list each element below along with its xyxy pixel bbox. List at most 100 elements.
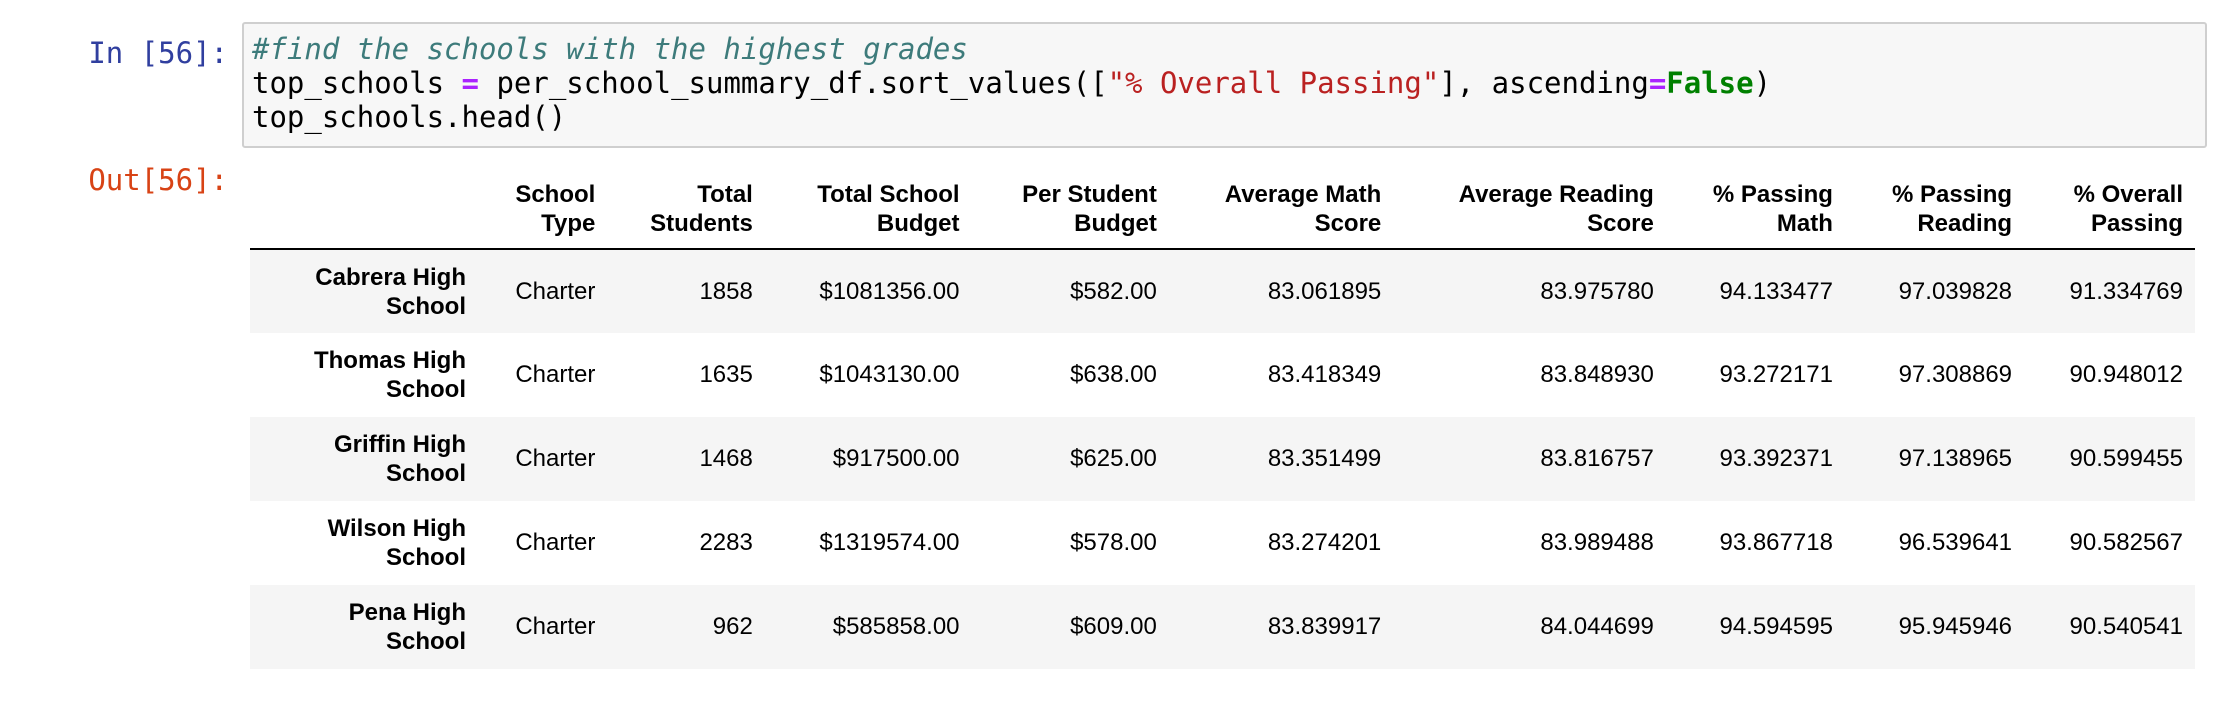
table-cell: 2283 xyxy=(699,529,753,556)
row-index-line2: School xyxy=(385,628,466,655)
column-header-line2: Budget xyxy=(876,210,960,237)
table-cell: 93.867718 xyxy=(1719,529,1833,556)
table-cell: 90.540541 xyxy=(2069,613,2183,640)
table-row: Pena High School Charter 962 $585858.00 $609.… xyxy=(250,585,2195,669)
column-header-line1: % Passing xyxy=(1712,181,1833,208)
column-header-line2: Reading xyxy=(1917,210,2013,237)
table-cell: 83.274201 xyxy=(1267,529,1382,556)
table-cell: 93.392371 xyxy=(1719,445,1833,472)
column-header-line2: Score xyxy=(1587,210,1654,237)
code-line-head: top_schools.head() xyxy=(252,100,567,134)
table-cell: $585858.00 xyxy=(832,613,960,640)
table-cell: $1043130.00 xyxy=(819,361,960,388)
table-cell: 95.945946 xyxy=(1898,613,2013,640)
table-cell: Charter xyxy=(515,361,596,388)
table-cell: $1319574.00 xyxy=(819,529,960,556)
table-cell: $625.00 xyxy=(1070,445,1157,472)
table-cell: 97.039828 xyxy=(1898,277,2013,305)
input-prompt: In [56]: xyxy=(88,36,228,70)
table-cell: Charter xyxy=(515,445,596,472)
row-index-line1: Pena High xyxy=(348,599,466,626)
column-header-line2: Type xyxy=(541,210,596,237)
column-header-line1: Total xyxy=(697,181,753,208)
column-header-line1: Total School xyxy=(817,181,960,208)
column-header-line1: School xyxy=(515,181,596,208)
code-line-sort: top_schools = per_school_summary_df.sort… xyxy=(252,66,2205,100)
column-header-line2: Score xyxy=(1314,210,1382,237)
table-cell: 93.272171 xyxy=(1719,361,1833,388)
code-string: "% Overall Passing" xyxy=(1107,66,1440,100)
table-cell: $578.00 xyxy=(1070,529,1157,556)
code-equals-operator: = xyxy=(1648,66,1667,100)
code-line-comment: #find the schools with the highest grade… xyxy=(252,32,2205,66)
row-index-line1: Wilson High xyxy=(327,515,466,542)
table-cell: 84.044699 xyxy=(1540,613,1654,640)
code-argument: ], ascending xyxy=(1439,66,1649,100)
column-header: Total School Budget xyxy=(764,180,972,250)
table-cell: 91.334769 xyxy=(2069,277,2183,305)
table-cell: 90.599455 xyxy=(2069,445,2183,472)
code-cell-input[interactable]: #find the schools with the highest grade… xyxy=(242,22,2207,148)
column-header-line2: Students xyxy=(650,210,753,237)
column-header: % Passing Math xyxy=(1665,180,1845,250)
column-header: Per Student Budget xyxy=(971,180,1169,250)
index-header xyxy=(250,180,478,250)
table-cell: $638.00 xyxy=(1070,361,1157,388)
column-header: % Passing Reading xyxy=(1844,180,2025,250)
column-header: Average Math Score xyxy=(1168,180,1394,250)
table-cell: 90.948012 xyxy=(2069,361,2183,388)
row-index-line2: School xyxy=(385,544,466,571)
table-row: Wilson High School Charter 2283 $1319574.00 $… xyxy=(250,501,2195,585)
table-cell: 1468 xyxy=(699,445,753,472)
table-row: Thomas High School Charter 1635 $1043130.00 $… xyxy=(250,333,2195,417)
code-close-paren: ) xyxy=(1753,66,1772,100)
table-row: Cabrera High School Charter 1858 $1081356.00… xyxy=(250,249,2195,333)
row-index-label: Pena High School xyxy=(250,585,478,669)
row-index-line2: School xyxy=(385,460,466,487)
table-cell: Charter xyxy=(515,529,596,556)
code-assign-operator: = xyxy=(461,66,479,100)
code-keyword: False xyxy=(1666,66,1754,100)
code-call: per_school_summary_df.sort_values([ xyxy=(496,66,1108,100)
column-header: Average Reading Score xyxy=(1393,180,1666,250)
table-cell: $1081356.00 xyxy=(819,277,960,305)
column-header-line1: % Passing xyxy=(1891,181,2013,208)
row-index-line1: Thomas High xyxy=(313,347,466,374)
column-header-line1: Average Reading xyxy=(1458,181,1654,208)
column-header-line1: % Overall xyxy=(2073,181,2183,208)
table-cell: 83.816757 xyxy=(1540,445,1654,472)
table-cell: 97.138965 xyxy=(1898,445,2013,472)
table-cell: 83.975780 xyxy=(1540,277,1654,305)
table-cell: 94.133477 xyxy=(1719,277,1833,305)
table-cell: 94.594595 xyxy=(1719,613,1833,640)
table-cell: 1635 xyxy=(699,361,753,388)
table-cell: 83.848930 xyxy=(1540,361,1654,388)
column-header-line2: Math xyxy=(1776,210,1833,237)
code-variable: top_schools xyxy=(252,66,445,100)
table-cell: Charter xyxy=(515,613,596,640)
column-header-line1: Per Student xyxy=(1022,181,1157,208)
row-index-line1: Griffin High xyxy=(334,431,466,458)
row-index-label: Wilson High School xyxy=(250,501,478,585)
row-index-line2: School xyxy=(385,376,466,403)
table-cell: $582.00 xyxy=(1070,277,1157,305)
row-index-label: Cabrera High School xyxy=(250,249,478,333)
table-cell: 1858 xyxy=(699,277,753,305)
table-cell: 83.989488 xyxy=(1540,529,1654,556)
column-header-line2: Budget xyxy=(1074,210,1157,237)
table-cell: 83.839917 xyxy=(1267,613,1382,640)
code-comment: #find the schools with the highest grade… xyxy=(252,32,968,66)
table-cell: $609.00 xyxy=(1070,613,1157,640)
row-index-label: Griffin High School xyxy=(250,417,478,501)
output-prompt: Out[56]: xyxy=(88,163,228,197)
column-header: Total Students xyxy=(607,180,765,250)
column-header: % Overall Passing xyxy=(2024,180,2195,250)
column-header-line2: Passing xyxy=(2090,210,2183,237)
dataframe-table: School Type Total Students Total School Budge… xyxy=(250,180,2195,669)
table-cell: 96.539641 xyxy=(1898,529,2013,556)
row-index-line2: School xyxy=(385,292,466,320)
column-header-line1: Average Math xyxy=(1224,181,1382,208)
table-cell: Charter xyxy=(515,277,596,305)
table-cell: 83.061895 xyxy=(1267,277,1382,305)
output-area: School Type Total Students Total School Budge… xyxy=(250,180,2195,669)
